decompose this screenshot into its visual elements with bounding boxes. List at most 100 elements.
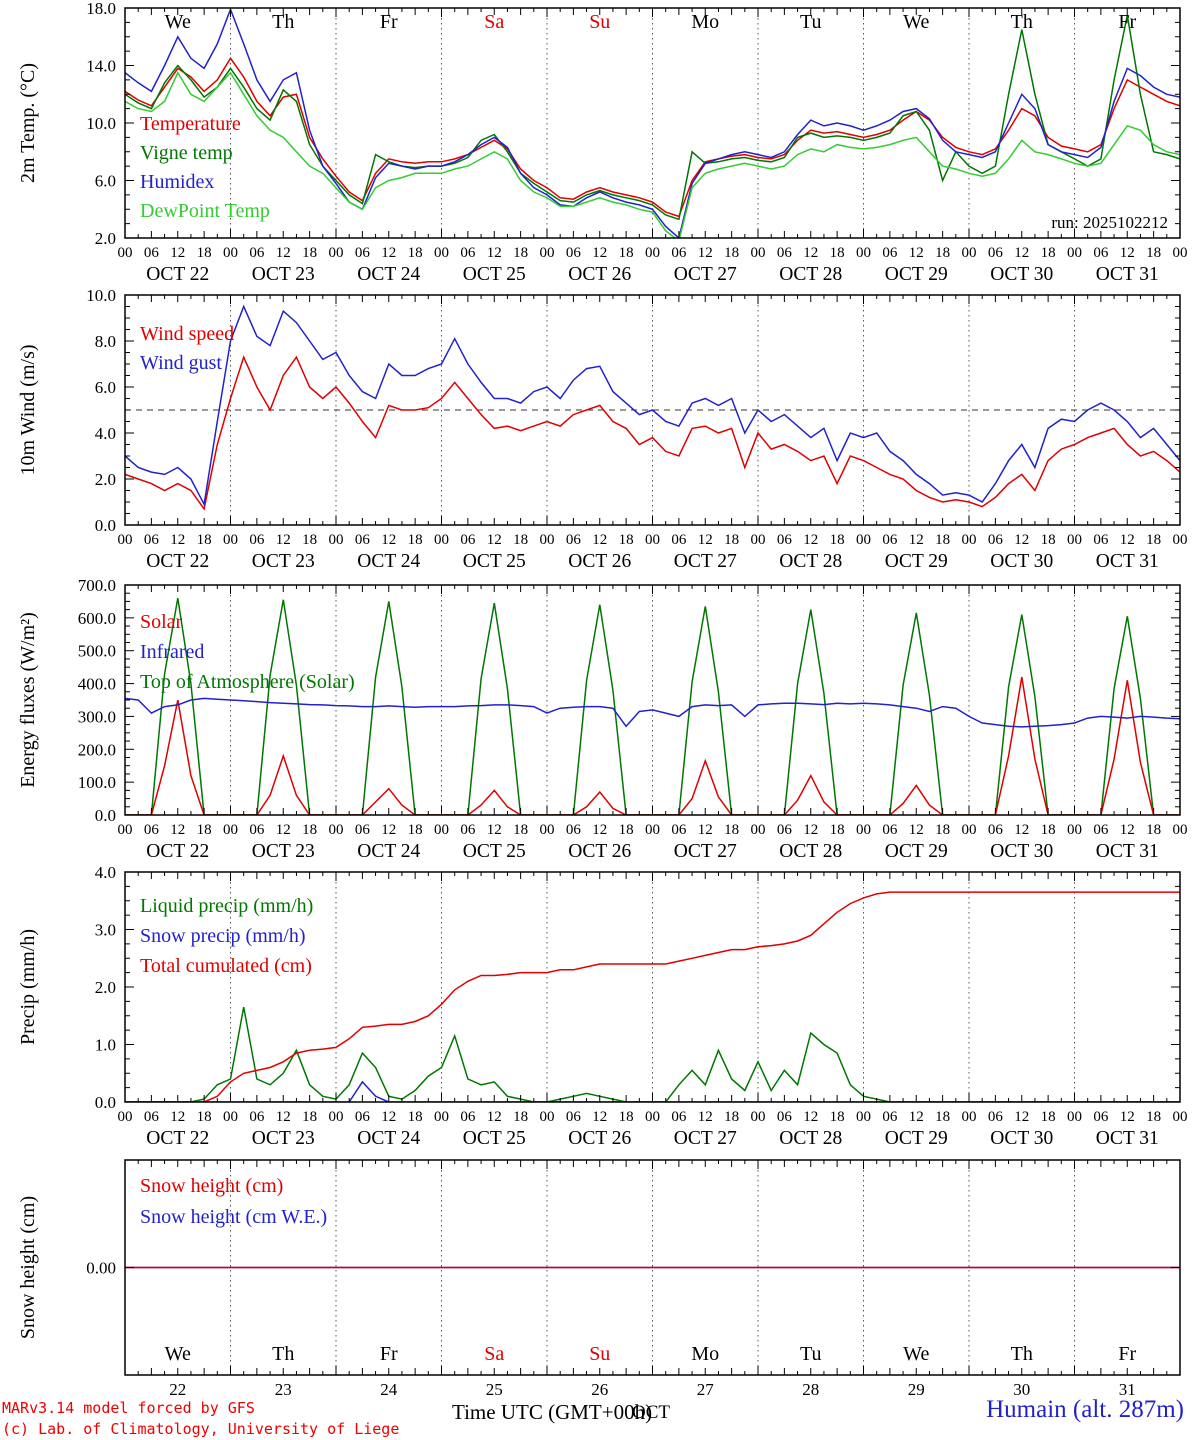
hour-tick-label: 00 [540,1109,555,1125]
weekday-label: Sa [484,1343,504,1365]
hour-tick-label: 18 [935,822,950,838]
hour-tick-label: 00 [962,245,977,261]
hour-tick-label: 12 [698,822,713,838]
hour-tick-label: 12 [909,1109,924,1125]
hour-tick-label: 18 [619,822,634,838]
y-tick-label: 0.0 [95,1093,116,1112]
hour-tick-label: 00 [223,532,238,548]
hour-tick-label: 18 [197,822,212,838]
weekday-label: Su [589,1343,610,1365]
hour-tick-label: 12 [276,1109,291,1125]
series-total-cumulated-line [125,891,1180,1102]
day-number-label: 23 [275,1380,292,1399]
hour-tick-label: 18 [513,245,528,261]
weekday-label: Fr [380,11,398,33]
date-label: OCT 23 [252,1128,315,1149]
hour-tick-label: 18 [619,532,634,548]
hour-tick-label: 18 [1146,245,1161,261]
weekday-label: Th [1011,1343,1033,1365]
hour-tick-label: 12 [1120,822,1135,838]
hour-tick-label: 18 [619,1109,634,1125]
y-tick-label: 2.0 [95,229,116,248]
y-tick-label: 8.0 [95,332,116,351]
date-label: OCT 26 [568,264,631,285]
series-infrared-line [125,697,1180,728]
hour-tick-label: 12 [803,532,818,548]
hour-tick-label: 00 [434,1109,449,1125]
hour-tick-label: 06 [460,245,476,261]
day-number-label: 22 [169,1380,186,1399]
hour-tick-label: 00 [856,1109,871,1125]
hour-tick-label: 06 [777,532,793,548]
hour-tick-label: 18 [830,532,845,548]
hour-tick-label: 06 [988,245,1004,261]
hour-tick-label: 06 [460,1109,476,1125]
hour-tick-label: 18 [408,245,423,261]
hour-tick-label: 12 [698,532,713,548]
hour-tick-label: 18 [1146,532,1161,548]
hour-tick-label: 00 [329,822,344,838]
hour-tick-label: 00 [540,822,555,838]
hour-tick-label: 18 [302,1109,317,1125]
hour-tick-label: 06 [882,1109,898,1125]
hour-tick-label: 06 [882,532,898,548]
weekday-label: We [165,11,191,33]
hour-tick-label: 00 [1173,1109,1188,1125]
hour-tick-label: 12 [909,245,924,261]
y-tick-label: 0.00 [86,1259,116,1278]
hour-tick-label: 12 [381,245,396,261]
hour-tick-label: 00 [540,245,555,261]
panel-wind: 0.0 2.0 4.0 6.0 8.0 10.0 10m Wind (m/s) Wind sp… [17,286,1188,572]
hour-tick-label: 00 [856,245,871,261]
hour-tick-label: 06 [355,245,371,261]
date-label: OCT 27 [674,551,737,572]
day-number-label: 24 [380,1380,398,1399]
date-label: OCT 30 [990,551,1053,572]
y-tick-label: 0.0 [95,806,116,825]
hour-tick-label: 18 [830,1109,845,1125]
hour-tick-label: 06 [1093,822,1109,838]
date-label: OCT 22 [146,841,209,862]
hour-tick-label: 06 [144,1109,160,1125]
day-number-label: 31 [1119,1380,1136,1399]
hour-tick-label: 18 [1041,1109,1056,1125]
hour-tick-label: 18 [935,1109,950,1125]
series-group [125,597,1180,815]
hour-tick-label: 00 [329,1109,344,1125]
hour-tick-label: 00 [434,822,449,838]
hour-tick-label: 12 [803,822,818,838]
legend-wind-gust: Wind gust [140,352,222,374]
series-dewpoint-temp-line [125,71,1180,238]
hour-tick-label: 00 [118,245,133,261]
hour-tick-label: 18 [513,822,528,838]
day-number-label: 25 [486,1380,503,1399]
hour-tick-label: 12 [592,532,607,548]
hour-tick-label: 06 [988,1109,1004,1125]
hour-tick-label: 18 [1146,822,1161,838]
hour-tick-label: 06 [144,245,160,261]
date-label: OCT 27 [674,264,737,285]
hour-tick-label: 18 [513,532,528,548]
hour-tick-label: 00 [118,1109,133,1125]
hour-tick-label: 06 [988,822,1004,838]
weekday-label: We [903,11,929,33]
hour-tick-label: 12 [909,822,924,838]
model-credit-line2: (c) Lab. of Climatology, University of L… [2,1420,400,1438]
hour-tick-label: 00 [645,1109,660,1125]
legend-vigne-temp: Vigne temp [140,142,233,164]
model-credit-line1: MARv3.14 model forced by GFS [2,1399,255,1417]
hour-tick-label: 12 [1120,245,1135,261]
hour-tick-label: 06 [460,822,476,838]
legend-top-of-atmosphere-solar: Top of Atmosphere (Solar) [140,671,355,693]
date-label: OCT 28 [779,841,842,862]
legend-dewpoint-temp: DewPoint Temp [140,200,270,222]
date-label: OCT 25 [463,551,526,572]
date-label: OCT 29 [885,551,948,572]
hour-tick-label: 18 [619,245,634,261]
hour-tick-label: 00 [223,245,238,261]
weekday-label: Tu [800,11,822,33]
y-tick-label: 4.0 [95,863,116,882]
date-label: OCT 31 [1096,1128,1159,1149]
